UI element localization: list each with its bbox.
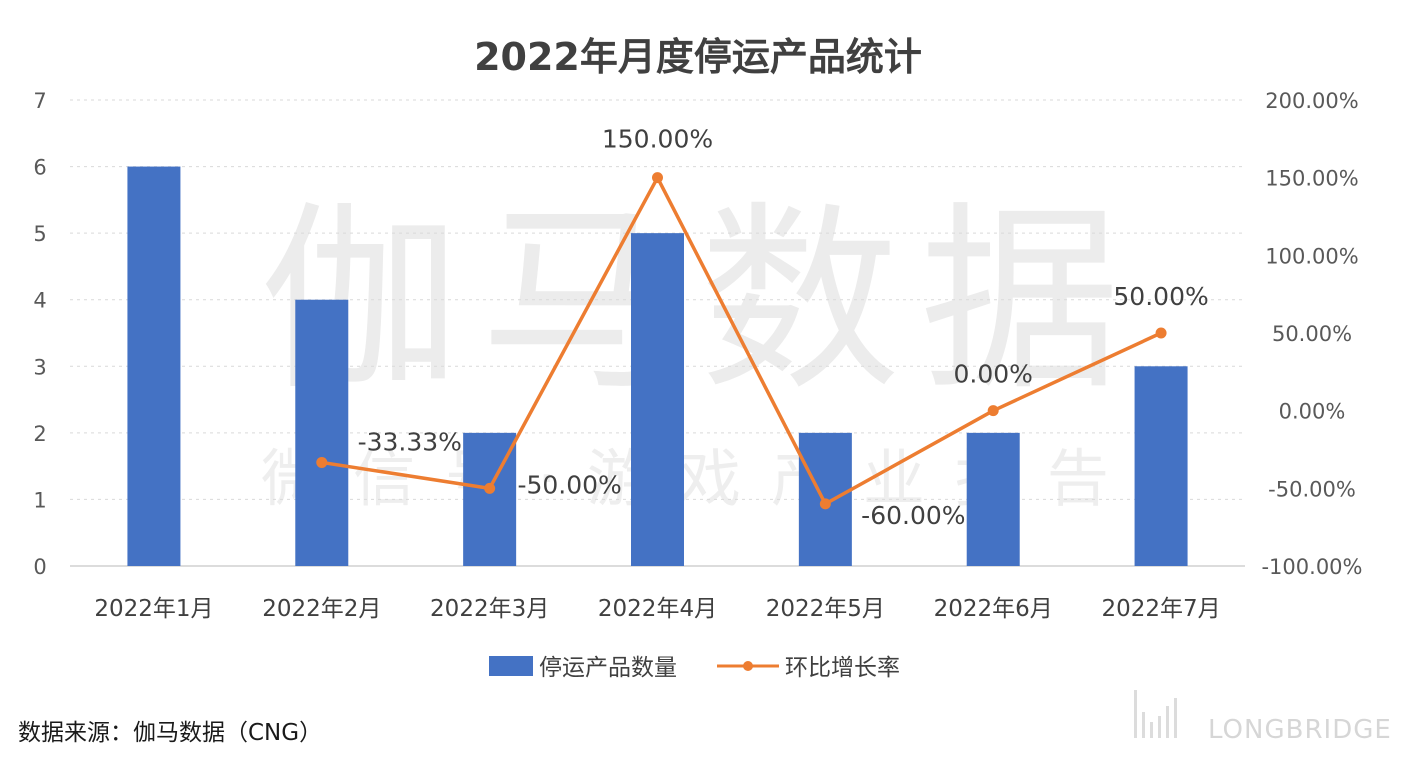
source-note: 数据来源：伽马数据（CNG） <box>18 720 322 746</box>
growth-point <box>652 172 663 184</box>
category-label: 2022年2月 <box>262 596 381 622</box>
growth-point <box>484 482 496 494</box>
left-tick-label: 6 <box>33 156 46 180</box>
left-tick-label: 4 <box>33 289 46 313</box>
bar <box>1134 366 1188 566</box>
left-tick-label: 1 <box>33 488 46 512</box>
chart-title: 2022年月度停运产品统计 <box>474 35 922 79</box>
right-tick-label: -100.00% <box>1261 555 1362 579</box>
right-tick-label: 150.00% <box>1265 167 1358 191</box>
growth-data-label: 0.00% <box>954 360 1033 389</box>
growth-data-label: -33.33% <box>358 427 462 456</box>
brand-logo: LONGBRIDGE <box>1134 690 1392 745</box>
right-axis: -100.00% -50.00% 0.00% 50.00% 100.00% 150.00%… <box>1261 89 1362 579</box>
right-tick-label: 50.00% <box>1272 322 1352 346</box>
category-label: 2022年1月 <box>94 596 213 622</box>
category-label: 2022年7月 <box>1101 596 1220 622</box>
left-tick-label: 0 <box>33 555 46 579</box>
growth-line <box>321 175 1162 506</box>
category-label: 2022年6月 <box>934 596 1053 622</box>
growth-data-label: 150.00% <box>602 125 713 154</box>
growth-point <box>1155 327 1167 339</box>
legend-line-label: 环比增长率 <box>785 655 900 681</box>
category-label: 2022年5月 <box>766 596 885 622</box>
left-tick-label: 2 <box>33 422 46 446</box>
growth-data-label: 50.00% <box>1113 282 1208 311</box>
left-tick-label: 3 <box>33 355 46 379</box>
bar <box>127 166 181 567</box>
bar-series <box>127 166 1188 567</box>
right-tick-label: 200.00% <box>1265 89 1358 113</box>
left-tick-label: 5 <box>33 222 46 246</box>
bar <box>966 432 1020 566</box>
growth-point <box>819 498 831 510</box>
legend-bar-label: 停运产品数量 <box>539 655 677 681</box>
left-tick-label: 7 <box>33 89 46 113</box>
category-label: 2022年4月 <box>598 596 717 622</box>
bar <box>631 233 684 566</box>
watermark-main: 伽马数据 <box>260 185 1140 418</box>
legend-line-marker <box>743 661 753 671</box>
growth-point <box>987 405 999 417</box>
brand-icon <box>1134 690 1137 738</box>
right-tick-label: 0.00% <box>1279 400 1346 424</box>
brand-text: LONGBRIDGE <box>1208 715 1392 745</box>
growth-data-label: -60.00% <box>861 501 965 530</box>
category-axis: 2022年1月 2022年2月 2022年3月 2022年4月 2022年5月 2022年… <box>94 596 1220 622</box>
category-label: 2022年3月 <box>430 596 549 622</box>
right-tick-label: 100.00% <box>1265 244 1358 268</box>
growth-point <box>316 456 328 468</box>
legend: 停运产品数量 环比增长率 <box>489 655 900 681</box>
bar <box>295 299 349 566</box>
right-tick-label: -50.00% <box>1268 477 1356 501</box>
growth-data-label: -50.00% <box>517 470 621 499</box>
legend-bar-swatch <box>489 656 533 676</box>
line-series: -33.33% -50.00% 150.00% -60.00% 0.00% 50.00% <box>316 125 1209 530</box>
left-axis: 0 1 2 3 4 5 6 7 <box>33 89 46 579</box>
